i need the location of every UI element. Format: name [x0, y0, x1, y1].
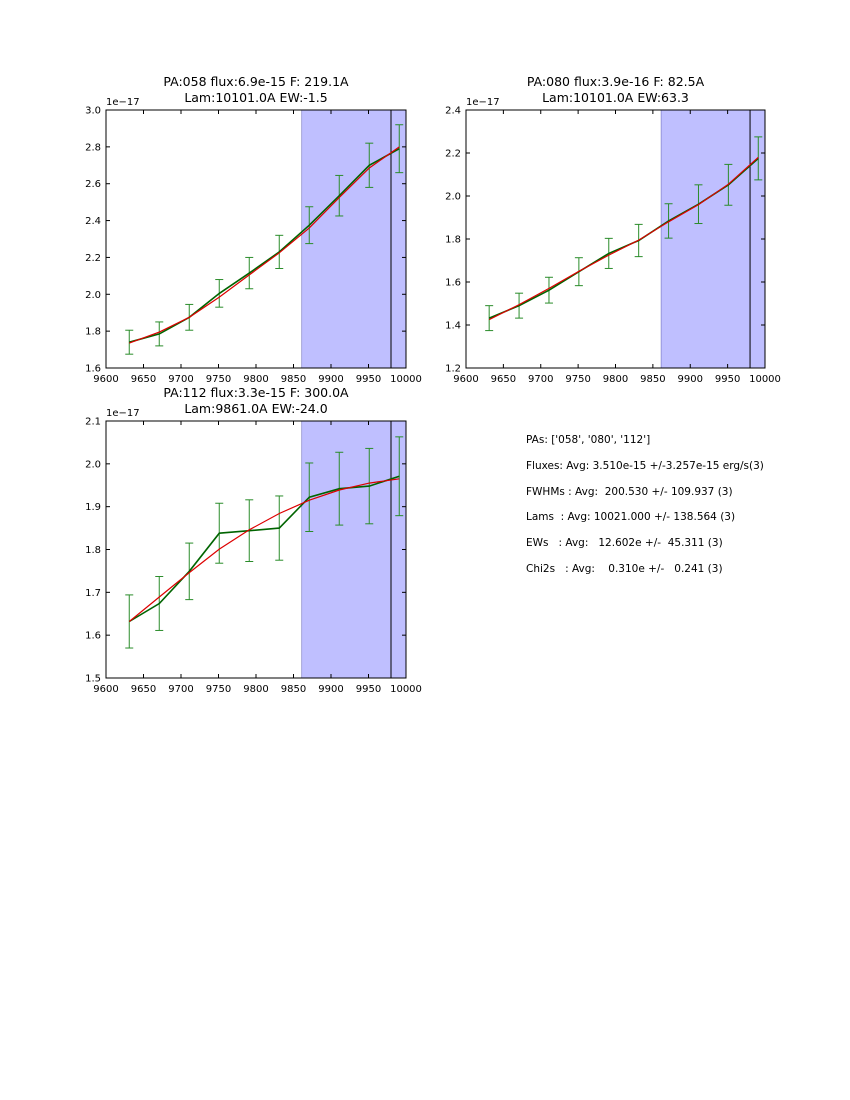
chart-title-line: PA:112 flux:3.3e-15 F: 300.0A — [163, 385, 349, 400]
x-tick-label: 10000 — [390, 684, 422, 695]
x-tick-label: 9750 — [206, 374, 231, 385]
y-tick-label: 1.6 — [85, 364, 101, 375]
y-tick-label: 3.0 — [85, 106, 101, 117]
series-line-observed — [129, 148, 400, 343]
x-tick-label: 9750 — [206, 684, 231, 695]
x-tick-label: 9650 — [131, 374, 156, 385]
error-bar — [485, 305, 494, 332]
x-tick-label: 9900 — [678, 374, 703, 385]
stats-chi2s: Chi2s : Avg: 0.310e +/- 0.241 (3) — [526, 562, 723, 575]
stats-lams: Lams : Avg: 10021.000 +/- 138.564 (3) — [526, 511, 736, 524]
x-tick-label: 9850 — [281, 374, 306, 385]
stats-fwhms: FWHMs : Avg: 200.530 +/- 109.937 (3) — [526, 485, 733, 498]
x-tick-label: 9700 — [168, 684, 193, 695]
stats-ews: EWs : Avg: 12.602e +/- 45.311 (3) — [526, 537, 723, 550]
x-tick-label: 9800 — [243, 684, 268, 695]
x-tick-label: 9950 — [356, 374, 381, 385]
x-tick-label: 9800 — [603, 374, 628, 385]
shaded-fit-region — [301, 109, 407, 369]
chart-panel-3: 9600 9650 9700 9750 9800 9850 9900 9950 10000 1.5… — [85, 385, 422, 695]
x-tick-label: 9700 — [528, 374, 553, 385]
stats-pas: PAs: ['058', '080', '112'] — [526, 434, 651, 446]
y-tick-label: 2.6 — [85, 179, 101, 190]
error-bar — [125, 594, 134, 649]
y-tick-label: 2.4 — [85, 216, 101, 227]
chart-panel-2: 9600 9650 9700 9750 9800 9850 9900 9950 10000 1.2… — [445, 74, 781, 385]
x-tick-label: 9600 — [93, 684, 118, 695]
shaded-fit-region — [660, 109, 766, 369]
x-tick-label: 9650 — [131, 684, 156, 695]
y-tick-label: 1.8 — [85, 545, 101, 556]
x-tick-label: 9700 — [168, 374, 193, 385]
x-tick-label: 10000 — [749, 374, 781, 385]
x-tick-label: 9850 — [640, 374, 665, 385]
y-tick-label: 1.2 — [445, 364, 461, 375]
x-tick-label: 10000 — [390, 374, 422, 385]
stats-fluxes: Fluxes: Avg: 3.510e-15 +/-3.257e-15 erg/… — [526, 459, 764, 472]
chart-title-line: PA:058 flux:6.9e-15 F: 219.1A — [163, 74, 349, 89]
x-tick-label: 9900 — [318, 374, 343, 385]
y-tick-label: 2.4 — [445, 106, 461, 117]
y-tick-label: 1.6 — [445, 278, 461, 289]
chart-panel-1: 9600 9650 9700 9750 9800 9850 9900 9950 10000 1.6… — [85, 74, 422, 385]
error-bar — [125, 329, 134, 355]
series-line-model — [128, 478, 400, 622]
series-line-model — [129, 146, 400, 344]
x-tick-label: 9900 — [318, 684, 343, 695]
chart-title-line: Lam:10101.0A EW:-1.5 — [184, 90, 327, 105]
x-tick-label: 9650 — [491, 374, 516, 385]
y-tick-label: 1.6 — [85, 631, 101, 642]
y-tick-label: 2.0 — [445, 192, 461, 203]
x-tick-label: 9750 — [565, 374, 590, 385]
series-line-model — [488, 156, 759, 321]
y-offset-label: 1e−17 — [466, 97, 500, 108]
series-line-observed — [128, 475, 400, 623]
x-tick-label: 9600 — [453, 374, 478, 385]
x-tick-label: 9800 — [243, 374, 268, 385]
x-tick-label: 9950 — [356, 684, 381, 695]
chart-title-line: Lam:10101.0A EW:63.3 — [542, 90, 689, 105]
shaded-fit-region — [301, 420, 407, 679]
chart-title-line: Lam:9861.0A EW:-24.0 — [184, 401, 327, 416]
y-offset-label: 1e−17 — [106, 408, 140, 419]
y-tick-label: 1.7 — [85, 588, 101, 599]
y-tick-label: 2.2 — [445, 149, 461, 160]
y-tick-label: 2.0 — [85, 459, 101, 470]
y-tick-label: 1.9 — [85, 502, 101, 513]
x-tick-label: 9600 — [93, 374, 118, 385]
x-tick-label: 9850 — [281, 684, 306, 695]
stats-panel: PAs: ['058', '080', '112'] Fluxes: Avg: … — [526, 434, 764, 589]
y-tick-label: 2.0 — [85, 290, 101, 301]
y-tick-label: 1.5 — [85, 674, 101, 685]
y-tick-label: 1.8 — [445, 235, 461, 246]
y-tick-label: 1.8 — [85, 327, 101, 338]
y-tick-label: 1.4 — [445, 321, 461, 332]
y-tick-label: 2.8 — [85, 142, 101, 153]
x-tick-label: 9950 — [715, 374, 740, 385]
y-offset-label: 1e−17 — [106, 97, 140, 108]
y-tick-label: 2.1 — [85, 417, 101, 428]
y-tick-label: 2.2 — [85, 253, 101, 264]
chart-title-line: PA:080 flux:3.9e-16 F: 82.5A — [527, 74, 705, 89]
